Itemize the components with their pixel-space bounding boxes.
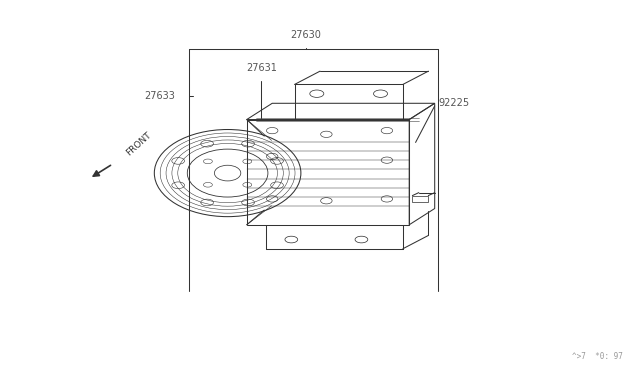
Text: 27633: 27633 xyxy=(144,90,175,100)
Text: 27631: 27631 xyxy=(246,63,277,73)
Text: 27630: 27630 xyxy=(291,30,321,40)
Text: FRONT: FRONT xyxy=(124,130,153,157)
Text: ^>7  *0: 97: ^>7 *0: 97 xyxy=(572,352,623,361)
Text: 92225: 92225 xyxy=(438,98,469,108)
